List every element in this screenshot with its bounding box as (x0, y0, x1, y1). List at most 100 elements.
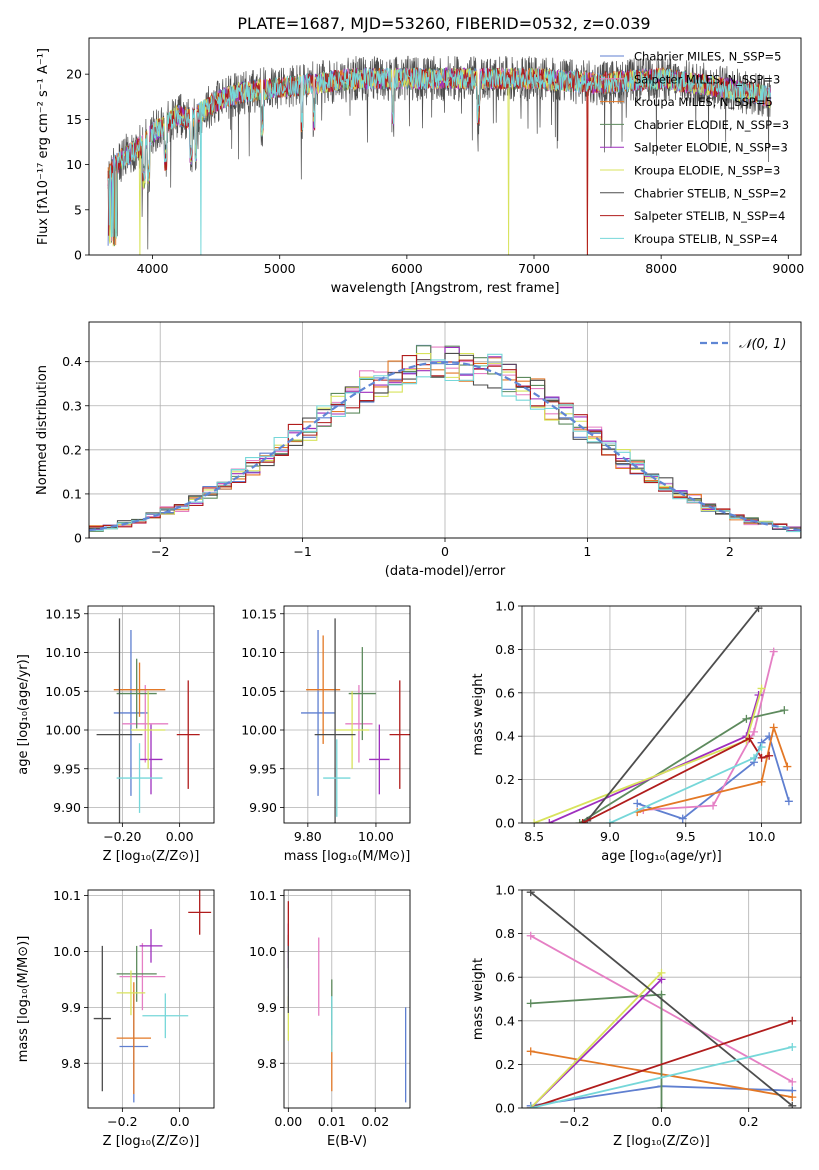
x-tick-label: 0.01 (318, 1114, 346, 1129)
y-tick-label: 0.8 (495, 926, 515, 941)
x-tick-label: 9000 (772, 261, 804, 276)
x-tick-label: 8000 (645, 261, 677, 276)
errorbar-point (301, 630, 336, 796)
y-tick-label: 10.00 (45, 723, 81, 738)
weight-marker (754, 606, 763, 613)
legend-label: Chabrier MILES, N_SSP=5 (634, 50, 781, 64)
y-tick-label: 0.2 (495, 772, 515, 787)
errorbar-point (116, 982, 151, 1095)
weight-series (639, 647, 778, 814)
x-tick-label: 10.00 (358, 829, 394, 844)
weight-marker (657, 1104, 666, 1108)
x-tick-label: −0.2 (107, 1114, 137, 1129)
residual-histogram (89, 353, 801, 538)
errorbar-point (96, 618, 143, 823)
y-axis-label: Normed distribution (35, 365, 50, 495)
spectrum-title: PLATE=1687, MJD=53260, FIBERID=0532, z=0… (237, 14, 650, 33)
y-tick-label: 10.0 (53, 944, 81, 959)
y-tick-label: 0.1 (62, 486, 82, 501)
errorbar-point (122, 685, 169, 763)
errorbar-point (176, 680, 200, 789)
y-tick-label: 10.05 (45, 684, 81, 699)
spectrum-panel: 4000 5000 6000 7000 8000 9000 0 5 10 15 20 waveleng… (36, 37, 804, 296)
legend-label: Salpeter MILES, N_SSP=3 (634, 72, 780, 86)
x-tick-label: 6000 (391, 261, 423, 276)
y-tick-label: 10.1 (249, 888, 277, 903)
errorbar-point (116, 743, 163, 813)
x-tick-label: 10.0 (748, 829, 776, 844)
weight-marker (575, 819, 584, 823)
y-tick-label: 9.8 (257, 1056, 277, 1071)
mass-vs-metallicity-panel: −0.2 0.0 9.8 9.9 10.0 10.1 Z [log₁₀(Z/Z⊙)] mass… (16, 888, 215, 1149)
weight-marker (709, 801, 718, 810)
x-axis-label: E(B-V) (327, 1134, 367, 1149)
weight-marker (742, 714, 751, 723)
plot-area (287, 901, 407, 1103)
errorbar-point (345, 685, 373, 763)
weight-marker (526, 890, 535, 897)
weight-marker (545, 819, 554, 823)
age-vs-metallicity-panel: −0.20 0.00 9.90 9.95 10.00 10.05 10.10 10.15 Z [… (16, 605, 215, 864)
errorbar-point (139, 929, 163, 963)
residuals-legend: 𝒩(0, 1) (700, 337, 786, 352)
weight-marker (765, 751, 774, 760)
y-tick-label: 0.2 (495, 1057, 515, 1072)
weight-marker (788, 1077, 797, 1086)
y-tick-label: 0.3 (62, 398, 82, 413)
weight-marker (526, 1104, 535, 1108)
weight-marker (757, 777, 766, 786)
weight-marker (678, 814, 687, 823)
weight-marker (757, 684, 766, 693)
weight-marker (745, 734, 754, 743)
y-axis-label: mass weight (471, 673, 486, 755)
errorbar-point (116, 970, 146, 1016)
y-tick-label: 1.0 (495, 883, 515, 898)
spectrum-legend: Chabrier MILES, N_SSP=5 Salpeter MILES, N… (600, 50, 789, 246)
legend-label: Salpeter ELODIE, N_SSP=3 (634, 141, 788, 155)
x-tick-label: 0.02 (361, 1114, 389, 1129)
x-tick-label: 2 (726, 544, 734, 559)
age-vs-mass-panel: 9.80 10.00 9.90 9.95 10.00 10.05 10.10 10.15 mas… (241, 605, 411, 864)
axes-frame (87, 889, 215, 1109)
y-tick-label: 0.6 (495, 970, 515, 985)
y-tick-label: 0 (74, 531, 82, 546)
legend-label: Kroupa STELIB, N_SSP=4 (634, 232, 778, 246)
x-tick-label: 0.00 (166, 829, 194, 844)
errorbar-point (314, 618, 356, 823)
legend-label: 𝒩(0, 1) (739, 337, 786, 352)
y-tick-label: 0.8 (495, 642, 515, 657)
axes-frame (283, 605, 411, 824)
y-tick-label: 5 (74, 202, 82, 217)
x-tick-label: −1 (293, 544, 311, 559)
weight-marker (784, 797, 793, 806)
weight-marker (788, 1093, 797, 1102)
spectrum-series-line (107, 67, 771, 255)
weight-marker (657, 990, 666, 999)
errorbar-point (113, 662, 166, 717)
y-tick-label: 0.2 (62, 442, 82, 457)
x-tick-label: −0.20 (103, 829, 141, 844)
errorbar-point (139, 724, 163, 795)
axes-frame (521, 605, 802, 824)
weight-marker (769, 647, 778, 656)
errorbar-point (93, 945, 111, 1092)
y-tick-label: 9.9 (257, 1000, 277, 1015)
weight-marker (780, 706, 789, 715)
weight-series (526, 990, 666, 1108)
weight-marker (526, 1047, 535, 1056)
weight-marker (526, 999, 535, 1008)
plot-area (107, 55, 771, 255)
y-tick-label: 10.00 (241, 723, 277, 738)
y-tick-label: 0.4 (62, 354, 82, 369)
x-axis-label: Z [log₁₀(Z/Z⊙)] (103, 1134, 200, 1149)
weight-marker (578, 819, 587, 823)
y-axis-label: age [log₁₀(age/yr)] (16, 654, 31, 775)
x-tick-label: 8.5 (524, 829, 544, 844)
errorbar-point (323, 739, 351, 817)
x-axis-label: Z [log₁₀(Z/Z⊙)] (613, 1134, 710, 1149)
y-axis-label: mass [log₁₀(M/M⊙)] (16, 936, 31, 1063)
x-tick-label: 0 (441, 544, 449, 559)
y-tick-label: 10.10 (45, 645, 81, 660)
y-tick-label: 10.05 (241, 684, 277, 699)
